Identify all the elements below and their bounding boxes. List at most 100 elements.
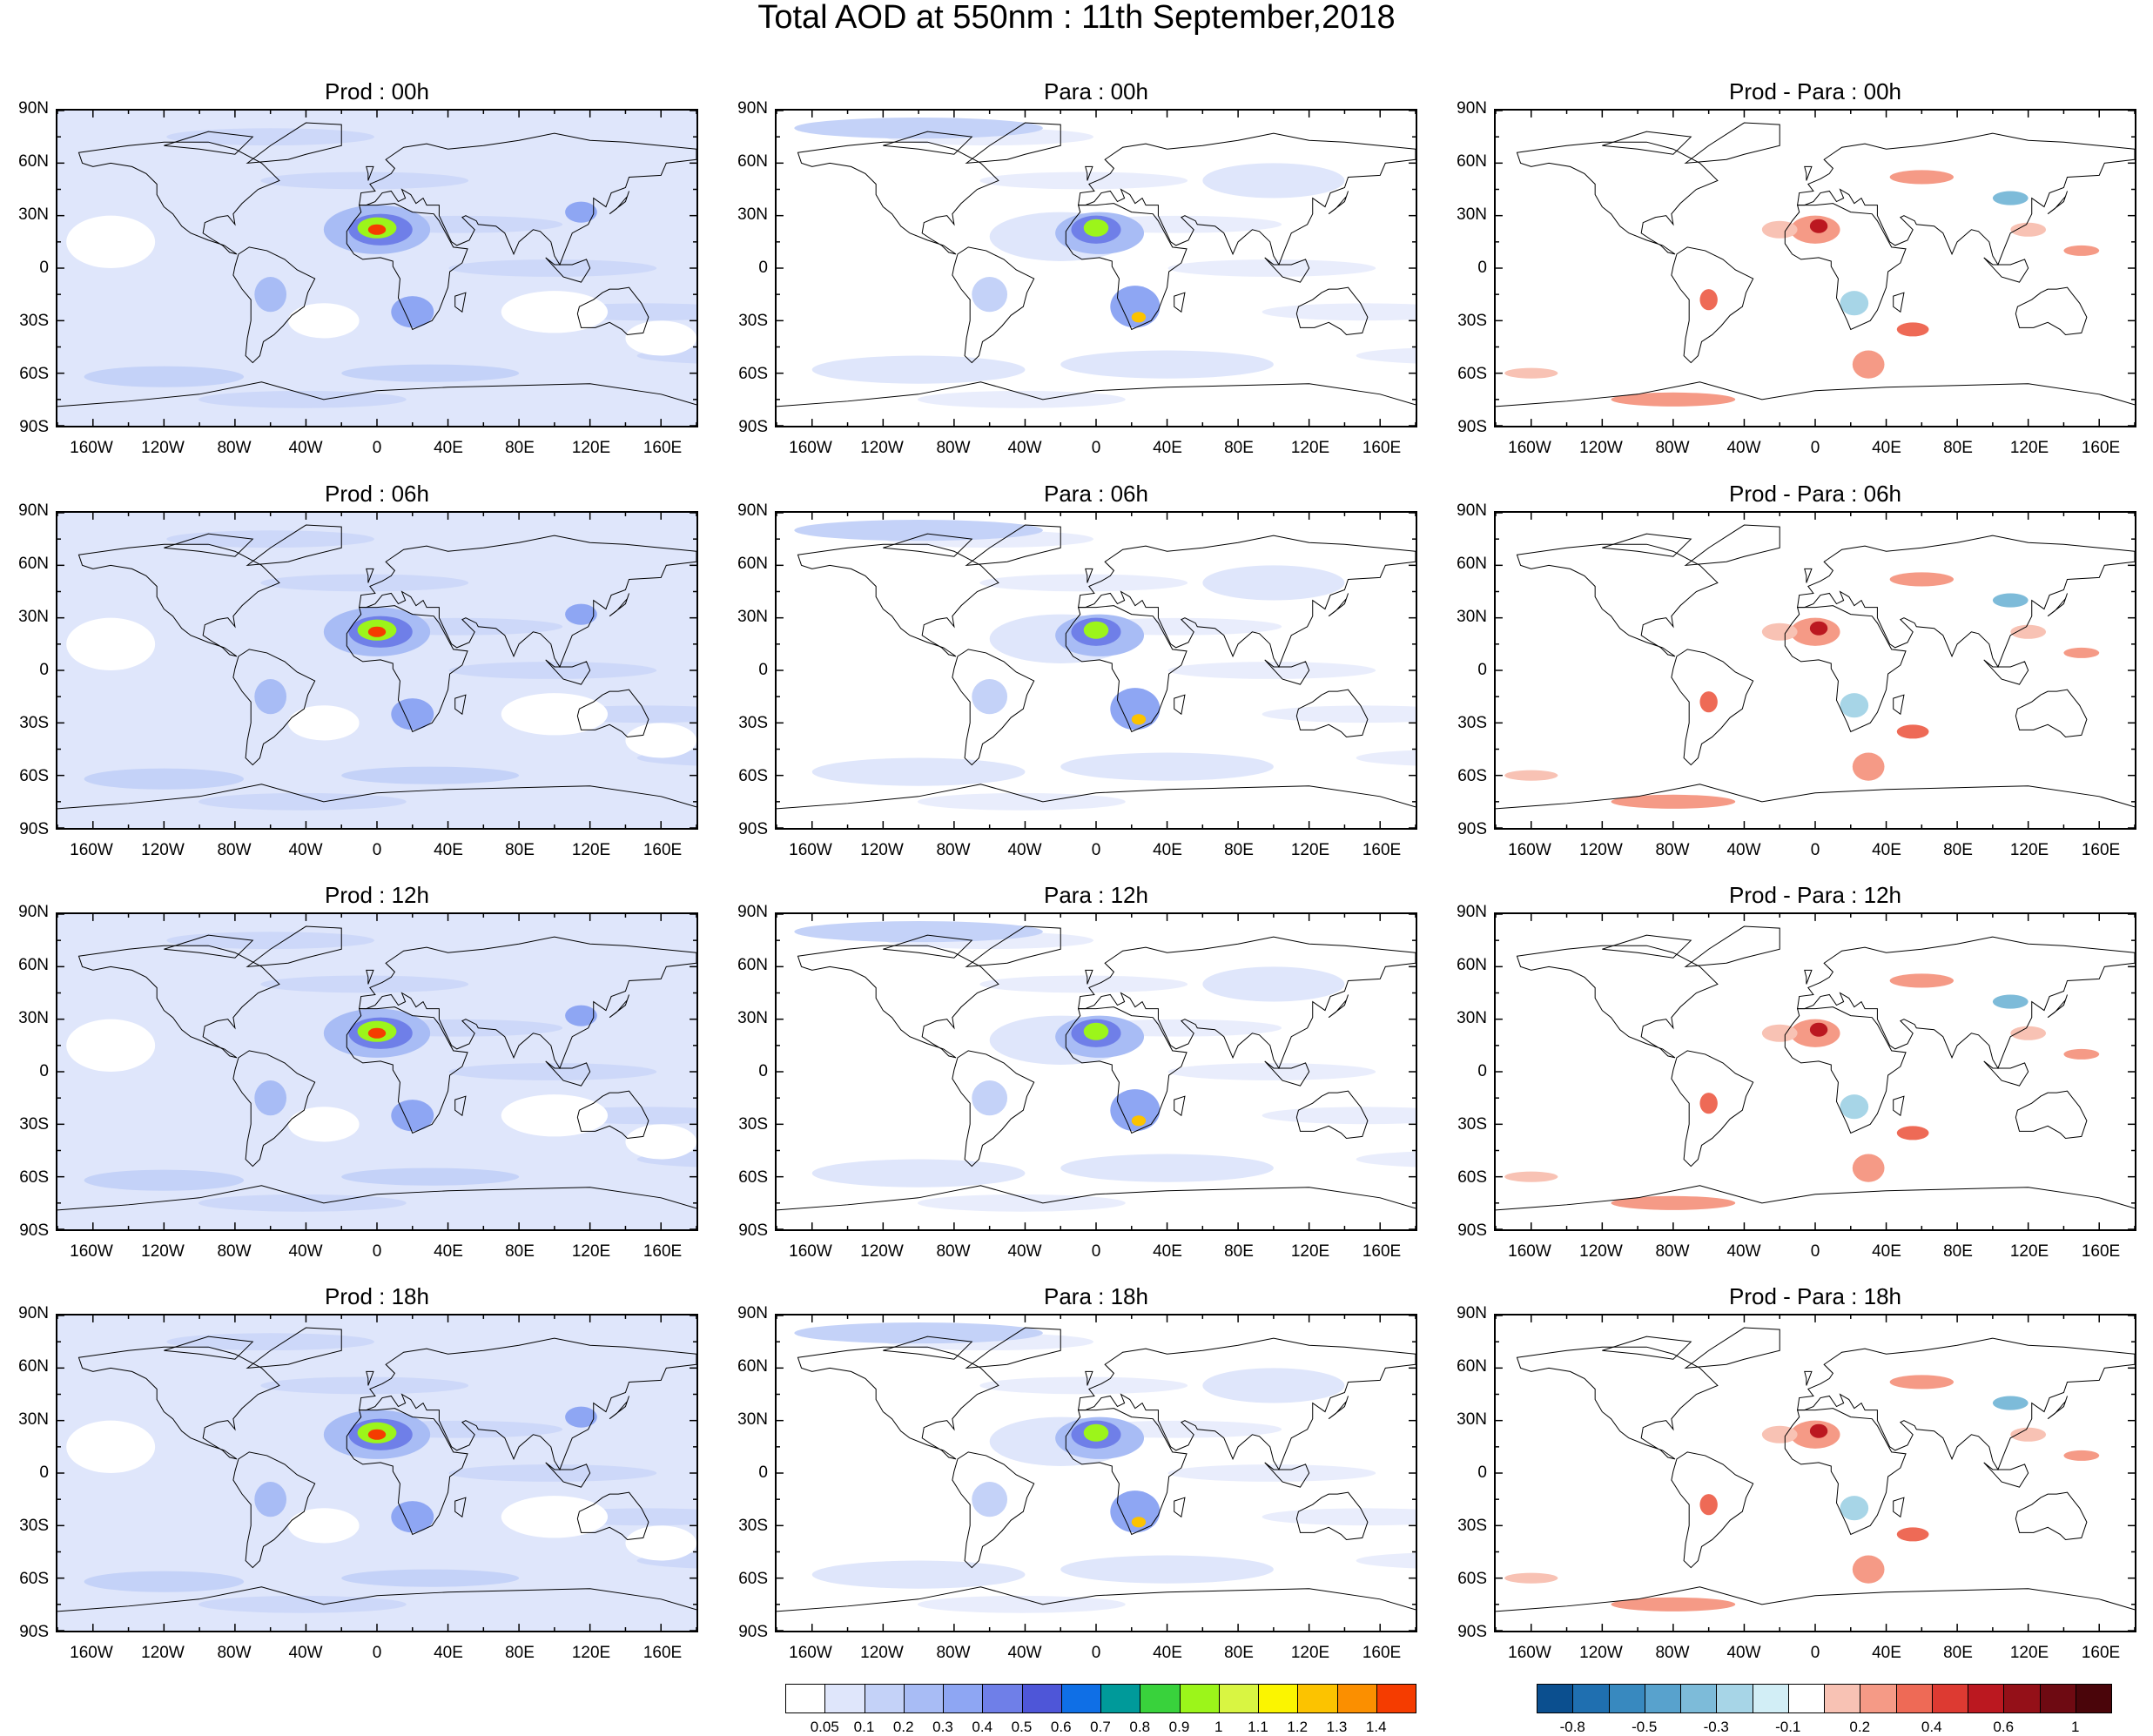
- aod-plume: [565, 1005, 597, 1026]
- aod-plume: [254, 1080, 287, 1116]
- coastline: [609, 191, 629, 215]
- longitude-label: 160E: [2081, 439, 2121, 457]
- coastline: [1602, 131, 1692, 155]
- longitude-label: 80W: [217, 841, 252, 859]
- coastline: [246, 925, 342, 967]
- aod-plume: [565, 603, 597, 625]
- longitude-label: 80W: [936, 1242, 971, 1261]
- latitude-label: 30S: [1457, 1115, 1487, 1134]
- latitude-label: 30S: [1457, 1517, 1487, 1535]
- aod-plume: [254, 679, 287, 715]
- map-plot: [56, 912, 698, 1231]
- colorbar-label: 0.6: [1993, 1719, 2015, 1735]
- latitude-label: 90S: [19, 1221, 49, 1240]
- difference-patch: [1852, 1154, 1885, 1182]
- clear-region: [66, 215, 156, 268]
- colorbar-label: 0.8: [1129, 1719, 1151, 1735]
- difference-patch: [1504, 367, 1558, 379]
- difference-patch: [1809, 1022, 1828, 1037]
- latitude-label: 90S: [19, 820, 49, 838]
- latitude-label: 30N: [737, 608, 768, 626]
- aod-band: [1262, 1508, 1416, 1526]
- map-panel-diff-3: Prod - Para : 18h 90N 60N 30N 0 30S 60S 90S 160W…: [1438, 1283, 2153, 1686]
- difference-patch: [1889, 1375, 1955, 1389]
- longitude-label: 0: [372, 439, 382, 457]
- longitude-label: 80W: [936, 1644, 971, 1662]
- latitude-label: 30S: [738, 1115, 768, 1134]
- coastline: [1085, 969, 1093, 985]
- longitude-label: 40E: [1153, 1242, 1182, 1261]
- coastline: [965, 1327, 1061, 1369]
- coastline: [545, 1060, 591, 1087]
- latitude-label: 30N: [1457, 205, 1487, 224]
- coastline: [346, 1006, 468, 1134]
- coastline: [883, 934, 973, 959]
- latitude-label: 30N: [737, 1410, 768, 1429]
- latitude-label: 90N: [737, 99, 768, 118]
- latitude-label: 60S: [738, 1570, 768, 1588]
- latitude-label: 90N: [1457, 501, 1487, 520]
- longitude-label: 40W: [1726, 1644, 1761, 1662]
- colorbar-label: -0.8: [1559, 1719, 1585, 1735]
- colorbar-label: -0.1: [1775, 1719, 1801, 1735]
- coastline: [164, 1336, 254, 1360]
- clear-region: [288, 303, 360, 339]
- aod-plume: [1060, 350, 1274, 379]
- difference-patch: [1896, 1527, 1929, 1542]
- aod-band: [979, 172, 1188, 190]
- aod-plume: [1110, 1089, 1161, 1132]
- coastline: [1065, 1006, 1188, 1134]
- difference-patch: [1699, 289, 1718, 311]
- longitude-label: 0: [372, 1242, 382, 1261]
- aod-plume: [1131, 312, 1147, 323]
- longitude-label: 80W: [936, 841, 971, 859]
- latitude-label: 60N: [1457, 555, 1487, 573]
- coastline: [232, 649, 316, 766]
- aod-plume: [254, 277, 287, 313]
- difference-patch: [1761, 1024, 1798, 1042]
- coastline: [883, 533, 973, 557]
- latitude-label: 30S: [19, 1115, 49, 1134]
- map-plot: [775, 1314, 1417, 1632]
- latitude-label: 60N: [737, 152, 768, 171]
- longitude-label: 80E: [1943, 1644, 1973, 1662]
- colorbar-label: 1.4: [1365, 1719, 1387, 1735]
- longitude-label: 120E: [2009, 841, 2049, 859]
- aod-plume: [1083, 1022, 1109, 1040]
- longitude-label: 80W: [1655, 1644, 1690, 1662]
- colorbar-label: -0.3: [1703, 1719, 1729, 1735]
- latitude-label: 60N: [1457, 152, 1487, 171]
- longitude-label: 120W: [141, 1242, 185, 1261]
- longitude-label: 120E: [1290, 439, 1330, 457]
- longitude-label: 80E: [1943, 439, 1973, 457]
- longitude-label: 120W: [1579, 439, 1623, 457]
- difference-patch: [2010, 624, 2047, 639]
- aod-band: [260, 975, 469, 993]
- aod-band: [260, 574, 469, 592]
- clear-region: [288, 1107, 360, 1142]
- clear-region: [501, 693, 609, 736]
- coastline: [1174, 694, 1186, 716]
- latitude-label: 90N: [18, 903, 49, 921]
- latitude-label: 90S: [738, 820, 768, 838]
- coastline: [366, 165, 374, 181]
- longitude-label: 40E: [434, 439, 463, 457]
- longitude-label: 120E: [571, 1242, 611, 1261]
- aod-band: [260, 172, 469, 190]
- colorbar-label: 1: [2071, 1719, 2080, 1735]
- aod-plume: [811, 1159, 1026, 1188]
- map-plot: [775, 511, 1417, 830]
- latitude-label: 30S: [738, 1517, 768, 1535]
- map-plot: [1494, 912, 2136, 1231]
- map-plot: [775, 912, 1417, 1231]
- clear-region: [501, 1094, 609, 1137]
- antarctica-coastline: [57, 1185, 696, 1211]
- latitude-label: 60N: [737, 956, 768, 974]
- coastline: [797, 141, 999, 255]
- latitude-label: 90S: [1457, 418, 1487, 436]
- longitude-label: 120W: [1579, 841, 1623, 859]
- latitude-label: 90N: [1457, 1304, 1487, 1322]
- coastline: [77, 945, 280, 1059]
- aod-plume: [565, 201, 597, 223]
- coastline: [246, 524, 342, 566]
